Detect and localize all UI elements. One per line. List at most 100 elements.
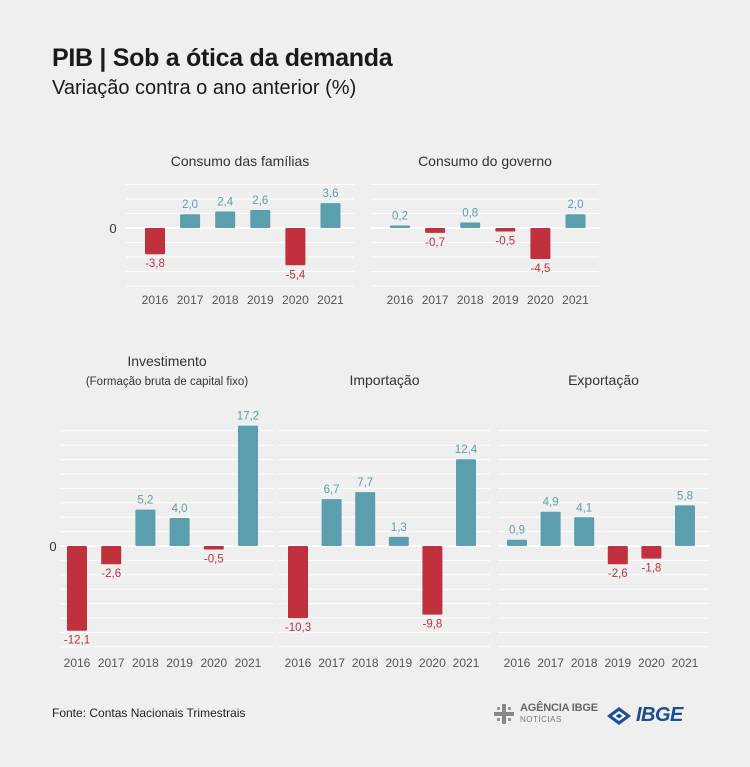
panel-title: Investimento [127,353,207,369]
year-tick-label: 2016 [504,656,531,670]
year-tick-label: 2021 [562,293,589,307]
bar-2016 [507,539,527,546]
chart-panel-5: Exportação 0,9 2016 4,9 2017 4,1 2018 -2,6 2019 -… [498,372,709,670]
data-label: 0,8 [462,207,478,219]
year-tick-label: 2018 [352,656,379,670]
year-tick-label: 2016 [387,293,414,307]
year-tick-label: 2020 [638,656,665,670]
year-tick-label: 2021 [317,293,344,307]
year-tick-label: 2017 [422,293,449,307]
bar-2021 [320,203,341,228]
data-label: 3,6 [323,188,339,200]
year-tick-label: 2018 [571,656,598,670]
year-tick-label: 2020 [527,293,554,307]
data-label: 0,9 [509,525,525,537]
bar-2020 [641,546,662,559]
bar-2018 [135,509,156,546]
data-label: -3,8 [145,258,165,270]
chart-panel-1: Consumo das famílias 0 -3,8 2016 2,0 2017 2,4 2… [109,153,354,307]
year-tick-label: 2020 [282,293,309,307]
data-label: -12,1 [64,635,90,647]
year-tick-label: 2021 [453,656,480,670]
chart-panel-2: Consumo do governo 0,2 2016 -0,7 2017 0,8 2018… [371,153,599,307]
ibge-logo: IBGE [606,704,683,727]
data-label: 4,0 [172,503,188,515]
bar-2020 [203,546,224,550]
bar-2016 [67,546,87,631]
ibge-emblem-icon [607,706,631,725]
year-tick-label: 2016 [142,293,169,307]
panel-title: Consumo das famílias [171,153,310,169]
data-label: 12,4 [455,444,478,456]
year-tick-label: 2018 [457,293,484,307]
bar-2020 [285,228,306,266]
year-tick-label: 2019 [604,656,631,670]
bar-2021 [675,505,695,546]
bar-2018 [460,222,481,228]
bar-2019 [495,228,516,232]
data-label: 4,9 [543,497,559,509]
zero-tick-label: 0 [109,221,116,236]
ibge-logo-word: IBGE [636,704,683,726]
panel-title: Importação [349,372,419,388]
bar-2018 [574,517,595,546]
data-label: 2,0 [568,199,584,211]
bar-2017 [540,511,561,546]
bar-2019 [169,518,190,546]
data-label: 4,1 [576,502,592,514]
agencia-logo-sub: NOTÍCIAS [520,715,562,724]
chart-panel-3: Investimento (Formação bruta de capital f… [49,353,274,670]
zero-tick-label: 0 [49,539,56,554]
year-tick-label: 2019 [247,293,274,307]
bar-2020 [530,228,551,260]
year-tick-label: 2020 [200,656,227,670]
panel-title: Exportação [568,372,639,388]
data-label: -0,7 [425,237,445,249]
source-note: Fonte: Contas Nacionais Trimestrais [52,706,246,720]
data-label: -1,8 [641,563,661,575]
data-label: -9,8 [422,619,442,631]
agencia-logo-title: AGÊNCIA IBGE [520,702,598,714]
bar-2016 [390,225,410,228]
data-label: 0,2 [392,211,408,223]
bar-2016 [288,546,308,619]
bar-2021 [238,425,258,546]
data-label: -0,5 [204,554,224,566]
panel-title: Consumo do governo [418,153,552,169]
data-label: 5,8 [677,490,693,502]
bar-2019 [250,210,271,228]
bar-2017 [321,499,342,546]
bar-2020 [422,546,443,615]
year-tick-label: 2018 [132,656,159,670]
bar-2019 [388,536,409,546]
year-tick-label: 2019 [166,656,193,670]
panel-subtitle: (Formação bruta de capital fixo) [86,376,249,388]
data-label: 1,3 [391,522,407,534]
bar-2021 [565,214,586,228]
year-tick-label: 2020 [419,656,446,670]
data-label: 7,7 [357,477,373,489]
chart-title: PIB | Sob a ótica da demanda [52,44,393,72]
year-tick-label: 2018 [212,293,239,307]
year-tick-label: 2016 [285,656,312,670]
year-tick-label: 2021 [235,656,262,670]
data-label: -2,6 [608,568,628,580]
year-tick-label: 2017 [98,656,125,670]
data-label: -2,6 [101,568,121,580]
data-label: 2,4 [217,196,234,208]
agencia-ibge-logo: AGÊNCIA IBGE NOTÍCIAS [493,703,598,725]
bar-2018 [355,492,376,546]
year-tick-label: 2017 [537,656,564,670]
bar-2019 [607,546,628,565]
year-tick-label: 2019 [492,293,519,307]
data-label: -10,3 [285,622,311,634]
bar-2021 [456,459,476,546]
bar-2017 [101,546,122,565]
year-tick-label: 2016 [64,656,91,670]
data-label: 5,2 [137,495,153,507]
data-label: 2,0 [182,199,198,211]
year-tick-label: 2019 [385,656,412,670]
chart-panel-4: Importação -10,3 2016 6,7 2017 7,7 2018 1,3 2019… [279,372,490,670]
data-label: -0,5 [495,235,515,247]
data-label: 2,6 [252,195,268,207]
